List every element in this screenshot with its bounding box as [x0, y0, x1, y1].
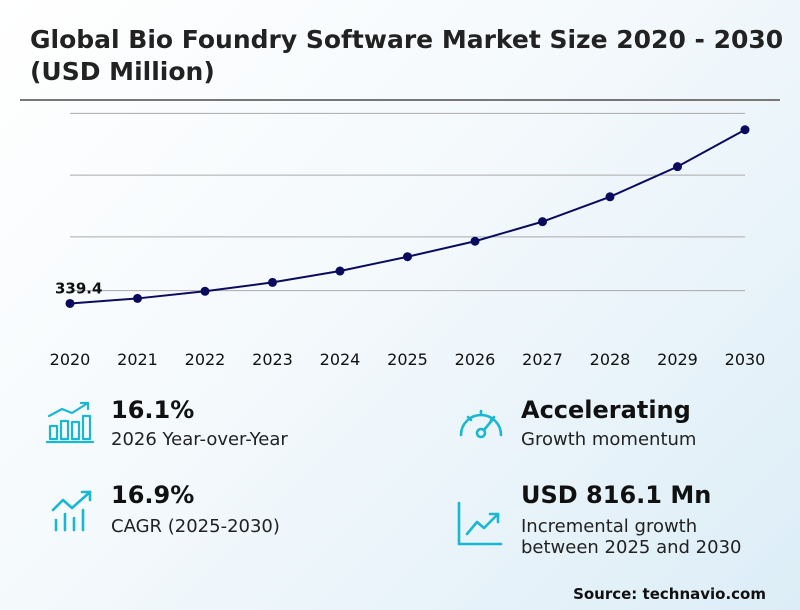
- x-tick-label: 2023: [252, 350, 293, 369]
- kpi-cagr-value: 16.9%: [111, 481, 195, 509]
- x-tick-label: 2029: [657, 350, 698, 369]
- data-point: [403, 252, 412, 262]
- data-point: [335, 266, 345, 276]
- kpi-momentum-desc: Growth momentum: [521, 429, 697, 450]
- title-divider: [20, 99, 780, 101]
- x-tick-label: 2025: [387, 350, 428, 369]
- series-line: [69, 128, 746, 305]
- data-point: [605, 192, 615, 202]
- x-tick-label: 2027: [522, 350, 563, 369]
- data-point: [133, 293, 142, 303]
- x-tick-label: 2022: [185, 350, 226, 369]
- kpi-incremental-desc: Incremental growth between 2025 and 2030: [521, 516, 742, 558]
- data-point: [65, 298, 75, 308]
- data-label: 339.4: [55, 279, 102, 297]
- line-chart: 2020 2021 2022 2023 2024 2025 2026 2027 2028 2029…: [50, 112, 766, 369]
- kpi-incremental-value: USD 816.1 Mn: [521, 481, 712, 509]
- source-note: Source: technavio.com: [573, 585, 766, 603]
- kpi-momentum-value: Accelerating: [521, 396, 691, 424]
- x-tick-label: 2030: [725, 350, 766, 369]
- x-tick-label: 2028: [590, 350, 631, 369]
- data-point: [200, 286, 210, 296]
- data-point: [538, 217, 547, 227]
- x-tick-label: 2026: [455, 350, 496, 369]
- kpi-cagr-desc: CAGR (2025-2030): [111, 516, 280, 537]
- x-tick-label: 2024: [320, 350, 361, 369]
- speedometer-icon: [459, 409, 503, 439]
- chart-title: Global Bio Foundry Software Market Size …: [30, 25, 784, 86]
- data-point: [740, 125, 750, 135]
- x-tick-label: 2021: [117, 350, 158, 369]
- data-point: [268, 277, 277, 287]
- trend-chart-icon: [457, 501, 503, 546]
- data-point: [673, 162, 682, 172]
- growth-bars-icon: [51, 490, 92, 532]
- bar-chart-icon: [46, 401, 94, 444]
- kpi-yoy-value: 16.1%: [111, 396, 195, 424]
- kpi-yoy-desc: 2026 Year-over-Year: [111, 429, 288, 450]
- x-tick-label: 2020: [50, 350, 91, 369]
- data-point: [470, 236, 480, 246]
